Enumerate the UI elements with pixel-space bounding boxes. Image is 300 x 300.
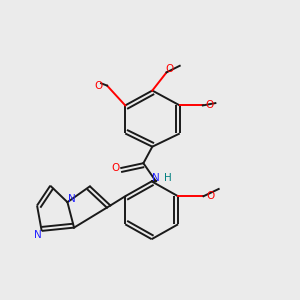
Text: O: O	[111, 163, 119, 173]
Text: N: N	[152, 173, 160, 183]
Text: O: O	[206, 100, 214, 110]
Text: O: O	[95, 81, 103, 91]
Text: H: H	[164, 173, 172, 183]
Text: O: O	[165, 64, 174, 74]
Text: N: N	[68, 194, 75, 204]
Text: N: N	[34, 230, 42, 240]
Text: O: O	[206, 191, 215, 201]
